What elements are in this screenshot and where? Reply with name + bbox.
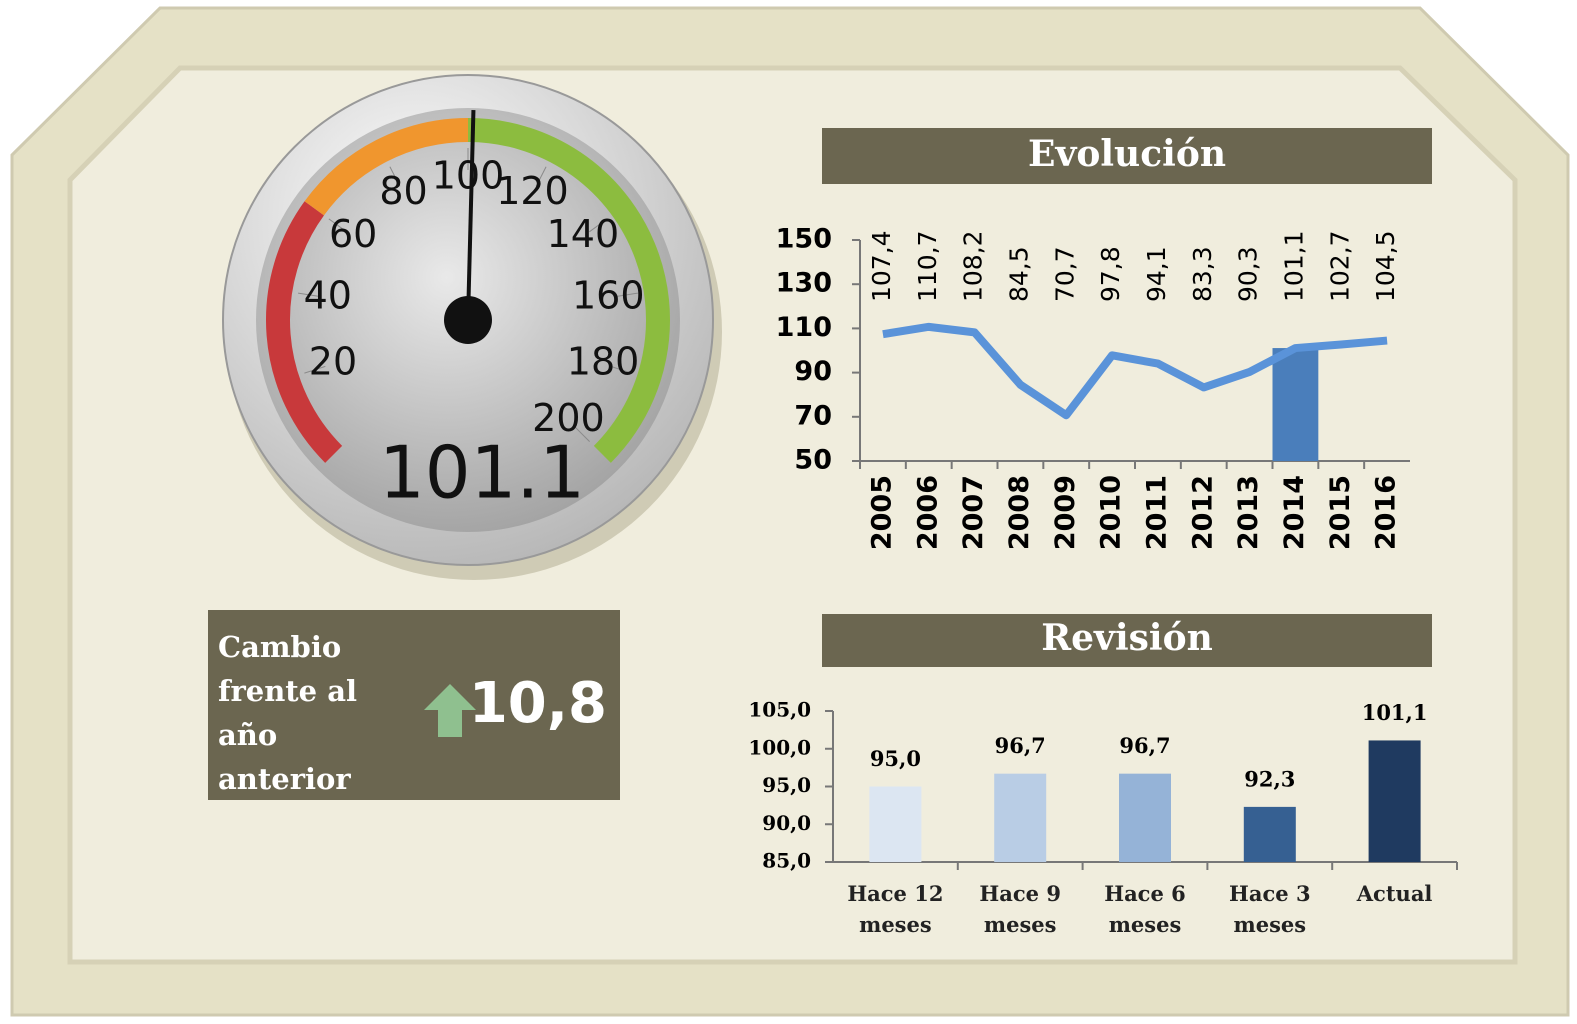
- value-label: 110,7: [913, 230, 942, 302]
- x-tick-label: Hace 12 meses: [847, 881, 944, 937]
- bar: [869, 786, 922, 862]
- x-tick-label: Hace 9 meses: [979, 881, 1061, 937]
- x-tick-label: 2009: [1050, 475, 1081, 550]
- kpi-box: [208, 610, 620, 800]
- gauge-tick-label: 40: [304, 273, 352, 317]
- value-label: 104,5: [1371, 230, 1400, 302]
- value-label: 94,1: [1142, 246, 1171, 302]
- value-label: 107,4: [867, 230, 896, 302]
- trend-arrow: [424, 684, 476, 737]
- chart-title: Revisión: [1041, 617, 1213, 659]
- y-tick-label: 130: [776, 268, 832, 299]
- value-label: 101,1: [1279, 230, 1308, 302]
- y-tick-label: 100,0: [748, 735, 811, 759]
- x-tick-label: 2006: [912, 475, 943, 550]
- y-tick-label: 70: [794, 400, 832, 431]
- value-label: 96,7: [1119, 733, 1170, 758]
- y-tick-label: 85,0: [762, 849, 811, 873]
- gauge-tick: [389, 166, 401, 187]
- gauge-value: 101.1: [379, 431, 585, 515]
- kpi-value: 10,8: [469, 671, 607, 736]
- gauge-hub: [444, 296, 492, 344]
- gauge-tick: [610, 365, 632, 374]
- y-tick-label: 150: [776, 224, 832, 255]
- gauge-band: [467, 118, 670, 463]
- gauge-tick-label: 100: [432, 154, 505, 198]
- value-label: 108,2: [959, 230, 988, 302]
- x-tick-label: 2011: [1141, 475, 1172, 550]
- x-tick-label: Actual: [1356, 881, 1433, 906]
- gauge-tick: [573, 425, 590, 442]
- value-label: 101,1: [1362, 700, 1428, 725]
- x-tick-label: 2007: [958, 475, 989, 550]
- value-label: 90,3: [1234, 246, 1263, 302]
- y-tick-label: 90: [794, 356, 832, 387]
- gauge-tick-label: 20: [309, 339, 357, 383]
- gauge-tick: [298, 292, 320, 298]
- y-tick-label: 50: [794, 445, 832, 476]
- y-tick-label: 90,0: [762, 811, 811, 835]
- bar: [1368, 740, 1421, 862]
- x-tick-label: Hace 3 meses: [1229, 881, 1311, 937]
- gauge-needle: [466, 110, 476, 321]
- bar: [1119, 773, 1171, 862]
- value-label: 96,7: [995, 733, 1046, 758]
- y-tick-label: 95,0: [762, 773, 811, 797]
- bar: [1243, 806, 1296, 862]
- bar: [994, 773, 1047, 862]
- highlight-bar: [1272, 348, 1319, 461]
- value-label: 97,8: [1096, 246, 1125, 302]
- header-box: [822, 614, 1432, 667]
- header-box: [822, 128, 1432, 184]
- gauge-tick: [535, 166, 547, 187]
- x-tick-label: 2005: [866, 475, 897, 550]
- gauge-tick-label: 180: [567, 339, 640, 383]
- y-tick-label: 105,0: [748, 698, 811, 722]
- gauge-tick-label: 80: [379, 169, 427, 213]
- x-tick-label: 2014: [1279, 475, 1310, 550]
- gauge-tick: [589, 218, 608, 233]
- value-label: 84,5: [1004, 246, 1033, 302]
- x-tick-label: 2010: [1096, 475, 1127, 550]
- x-tick-label: 2013: [1233, 475, 1264, 550]
- x-tick-label: 2012: [1187, 475, 1218, 550]
- value-label: 92,3: [1244, 766, 1295, 791]
- gauge-tick-label: 60: [329, 212, 377, 256]
- gauge-tick-label: 120: [496, 169, 569, 213]
- kpi-label: Cambio frente al año anterior: [218, 630, 358, 796]
- value-label: 83,3: [1188, 246, 1217, 302]
- value-label: 102,7: [1325, 230, 1354, 302]
- gauge-tick: [616, 292, 638, 298]
- gauge-band: [266, 201, 343, 463]
- gauge-tick-label: 160: [572, 273, 645, 317]
- gauge-tick: [304, 365, 326, 374]
- chart-title: Evolución: [1028, 133, 1226, 175]
- gauge-tick: [328, 218, 347, 233]
- gauge-tick-label: 200: [532, 396, 605, 440]
- gauge-band: [304, 118, 469, 216]
- value-label: 70,7: [1050, 246, 1079, 302]
- value-label: 95,0: [870, 746, 921, 771]
- gauge-tick-label: 140: [547, 212, 620, 256]
- x-tick-label: 2015: [1325, 475, 1356, 550]
- x-tick-label: Hace 6 meses: [1104, 881, 1186, 937]
- y-tick-label: 110: [776, 312, 832, 343]
- x-tick-label: 2016: [1371, 475, 1402, 550]
- x-tick-label: 2008: [1004, 475, 1035, 550]
- line: [882, 322, 1388, 420]
